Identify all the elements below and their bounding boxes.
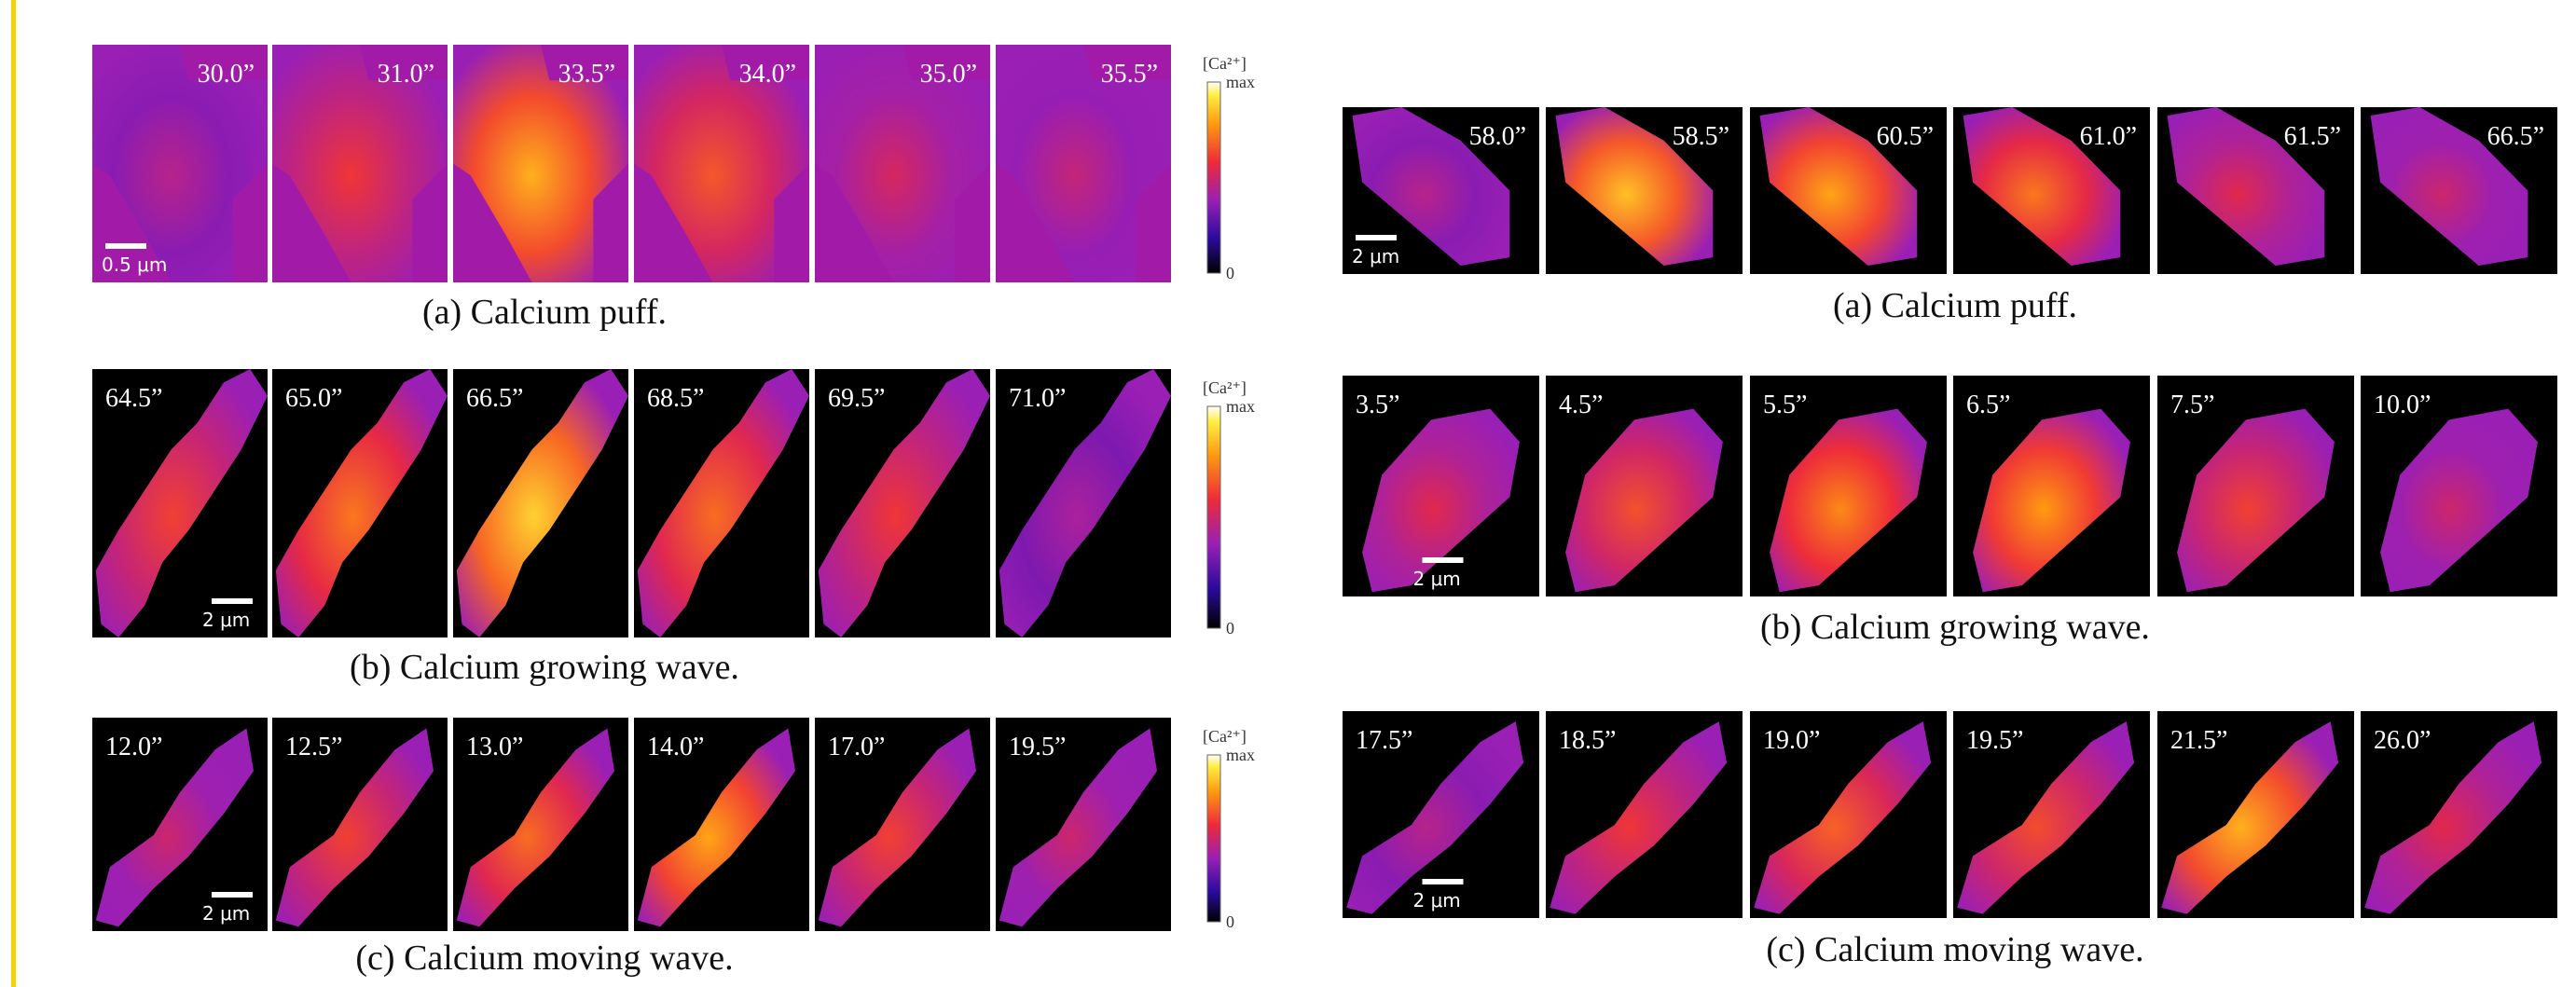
timestamp: 14.0” <box>647 733 704 761</box>
timestamp: 61.0” <box>2080 122 2137 151</box>
timestamp: 71.0” <box>1009 384 1066 413</box>
timestamp: 13.0” <box>466 733 523 761</box>
scale-bar <box>1423 879 1464 884</box>
colorbar-min: 0 <box>1226 912 1234 931</box>
scale-label: 2 μm <box>1413 568 1461 590</box>
timestamp: 17.0” <box>828 733 885 761</box>
timestamp: 35.0” <box>920 60 977 89</box>
scale-bar <box>1423 557 1464 563</box>
timestamp: 33.5” <box>558 60 615 89</box>
timestamp: 69.5” <box>828 384 885 413</box>
timestamp: 19.5” <box>1009 733 1066 761</box>
timestamp: 19.0” <box>1763 726 1820 755</box>
timestamp: 5.5” <box>1763 391 1807 419</box>
colorbar-min: 0 <box>1226 264 1234 282</box>
caption: (c) Calcium moving wave. <box>355 939 733 978</box>
timestamp: 61.5” <box>2284 122 2341 151</box>
colorbar-min: 0 <box>1226 619 1234 637</box>
colorbar-label: [Ca²⁺] <box>1203 378 1247 397</box>
timestamp: 66.5” <box>2487 122 2544 151</box>
caption: (b) Calcium growing wave. <box>350 648 739 687</box>
scale-bar <box>212 598 253 604</box>
timestamp: 35.5” <box>1101 60 1158 89</box>
timestamp: 7.5” <box>2170 391 2214 419</box>
margin-bar <box>11 0 16 987</box>
timestamp: 60.5” <box>1877 122 1934 151</box>
timestamp: 3.5” <box>1356 391 1399 419</box>
scale-label: 2 μm <box>202 609 250 631</box>
colorbar-label: [Ca²⁺] <box>1203 727 1247 746</box>
colorbar-max: max <box>1226 73 1255 91</box>
timestamp: 18.5” <box>1559 726 1616 755</box>
caption: (a) Calcium puff. <box>422 293 667 332</box>
caption: (c) Calcium moving wave. <box>1766 930 2143 969</box>
timestamp: 30.0” <box>198 60 255 89</box>
scale-bar <box>105 243 146 249</box>
timestamp: 4.5” <box>1559 391 1603 419</box>
timestamp: 6.5” <box>1966 391 2010 419</box>
timestamp: 58.0” <box>1469 122 1526 151</box>
timestamp: 66.5” <box>466 384 523 413</box>
colorbar <box>1207 755 1220 922</box>
caption: (b) Calcium growing wave. <box>1760 608 2150 647</box>
scale-bar <box>212 892 253 898</box>
colorbar <box>1207 82 1220 273</box>
colorbar-label: [Ca²⁺] <box>1203 54 1247 73</box>
scale-bar <box>1356 235 1397 240</box>
timestamp: 12.0” <box>105 733 162 761</box>
timestamp: 19.5” <box>1966 726 2023 755</box>
timestamp: 31.0” <box>378 60 434 89</box>
timestamp: 26.0” <box>2374 726 2431 755</box>
scale-label: 2 μm <box>202 902 250 925</box>
timestamp: 17.5” <box>1356 726 1412 755</box>
scale-label: 2 μm <box>1352 245 1399 267</box>
colorbar <box>1207 406 1220 628</box>
timestamp: 21.5” <box>2170 726 2227 755</box>
figure: 30.0” 0.5 μm 31.0” 33.5” 34.0” 35.0” 35.5” (a) … <box>0 0 2576 987</box>
colorbar-max: max <box>1226 397 1255 416</box>
caption: (a) Calcium puff. <box>1833 286 2077 325</box>
scale-label: 2 μm <box>1413 889 1461 912</box>
timestamp: 64.5” <box>105 384 162 413</box>
timestamp: 10.0” <box>2374 391 2431 419</box>
timestamp: 68.5” <box>647 384 704 413</box>
timestamp: 34.0” <box>739 60 796 89</box>
timestamp: 12.5” <box>285 733 342 761</box>
colorbar-max: max <box>1226 746 1255 764</box>
timestamp: 65.0” <box>285 384 342 413</box>
scale-label: 0.5 μm <box>102 254 167 276</box>
timestamp: 58.5” <box>1673 122 1729 151</box>
